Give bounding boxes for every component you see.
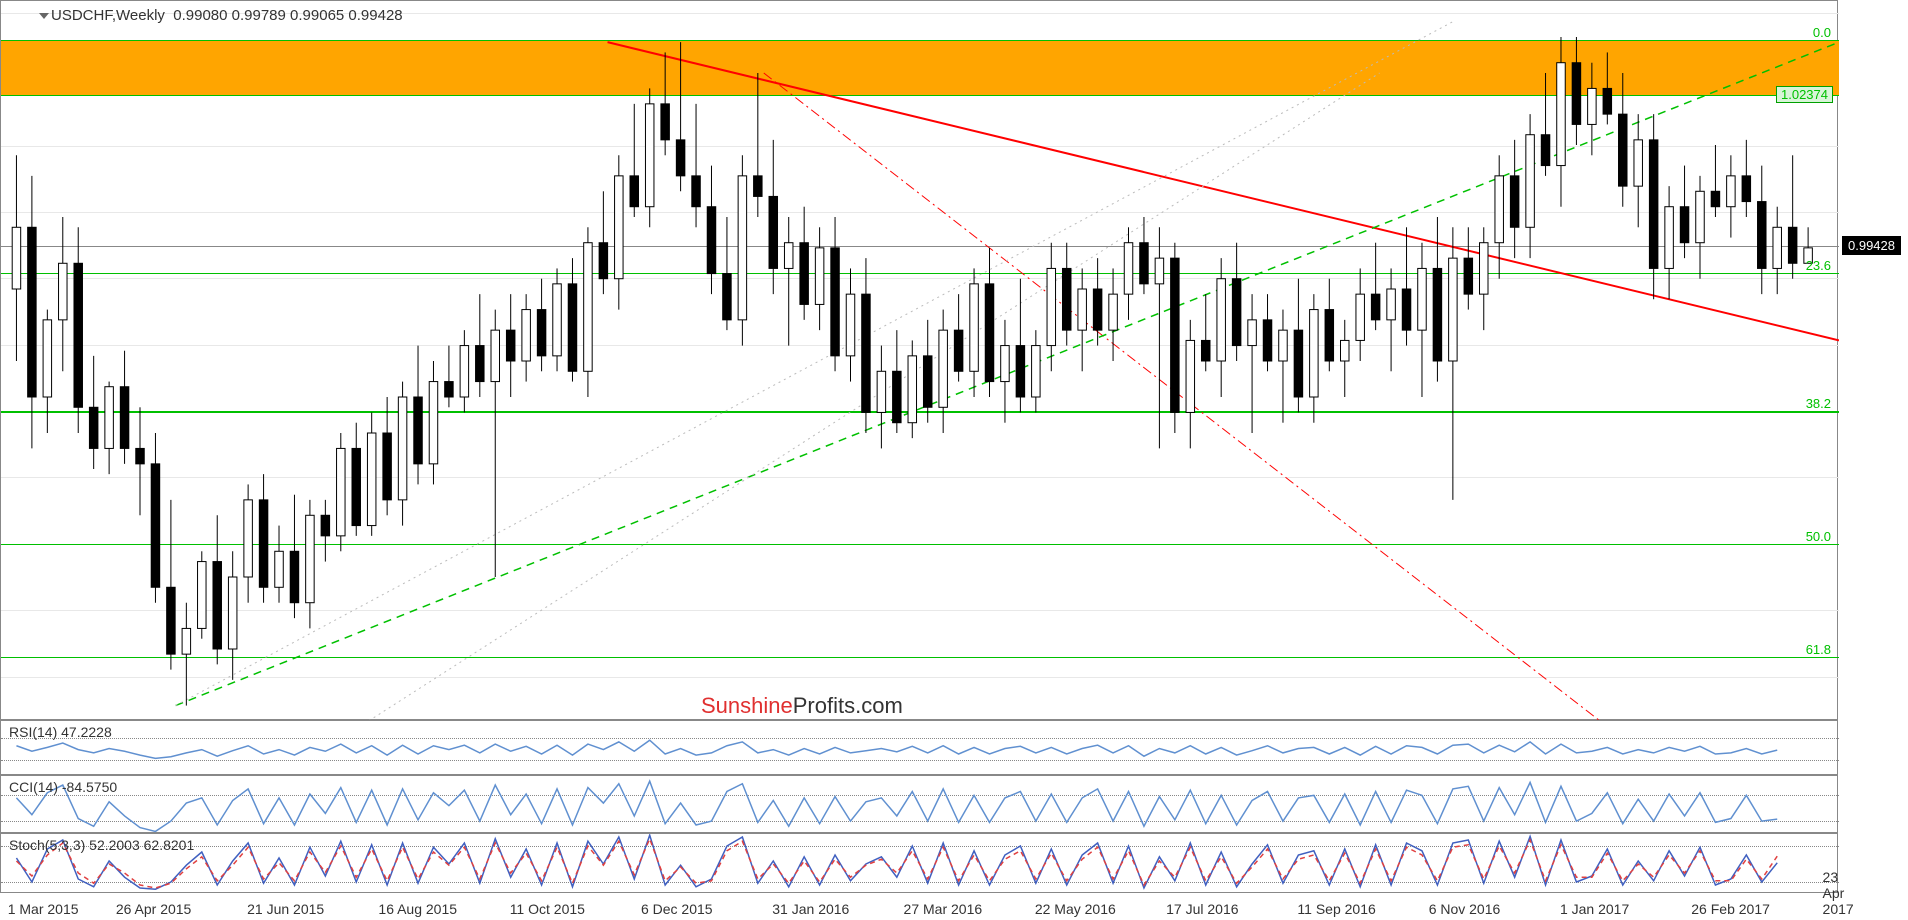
watermark: SunshineProfits.com bbox=[701, 693, 903, 719]
chart-title: USDCHF,Weekly 0.99080 0.99789 0.99065 0.… bbox=[35, 7, 403, 24]
stoch-title: Stoch(5,3,3) 52.2003 62.8201 bbox=[9, 837, 194, 853]
candlestick-svg bbox=[1, 1, 1839, 721]
fib-label: 23.6 bbox=[1806, 258, 1831, 273]
fib-label: 61.8 bbox=[1806, 642, 1831, 657]
fib-label: 50.0 bbox=[1806, 529, 1831, 544]
dropdown-icon[interactable] bbox=[39, 13, 49, 19]
rsi-panel[interactable]: RSI(14) 47.2228 bbox=[0, 720, 1838, 775]
indicator-svg bbox=[1, 834, 1839, 894]
fib-label: 1.02374 bbox=[1776, 86, 1833, 103]
cci-panel[interactable]: CCI(14) -84.5750 bbox=[0, 775, 1838, 833]
cci-title: CCI(14) -84.5750 bbox=[9, 779, 117, 795]
fib-label: 38.2 bbox=[1806, 396, 1831, 411]
xaxis: 1 Mar 201526 Apr 201521 Jun 201516 Aug 2… bbox=[0, 893, 1838, 920]
stoch-panel[interactable]: Stoch(5,3,3) 52.2003 62.8201 bbox=[0, 833, 1838, 893]
indicator-svg bbox=[1, 776, 1839, 834]
rsi-title: RSI(14) 47.2228 bbox=[9, 724, 112, 740]
fib-label: 0.0 bbox=[1813, 25, 1831, 40]
indicator-svg bbox=[1, 721, 1839, 776]
current-price-box: 0.99428 bbox=[1842, 236, 1901, 255]
main-chart-panel[interactable]: USDCHF,Weekly 0.99080 0.99789 0.99065 0.… bbox=[0, 0, 1838, 720]
